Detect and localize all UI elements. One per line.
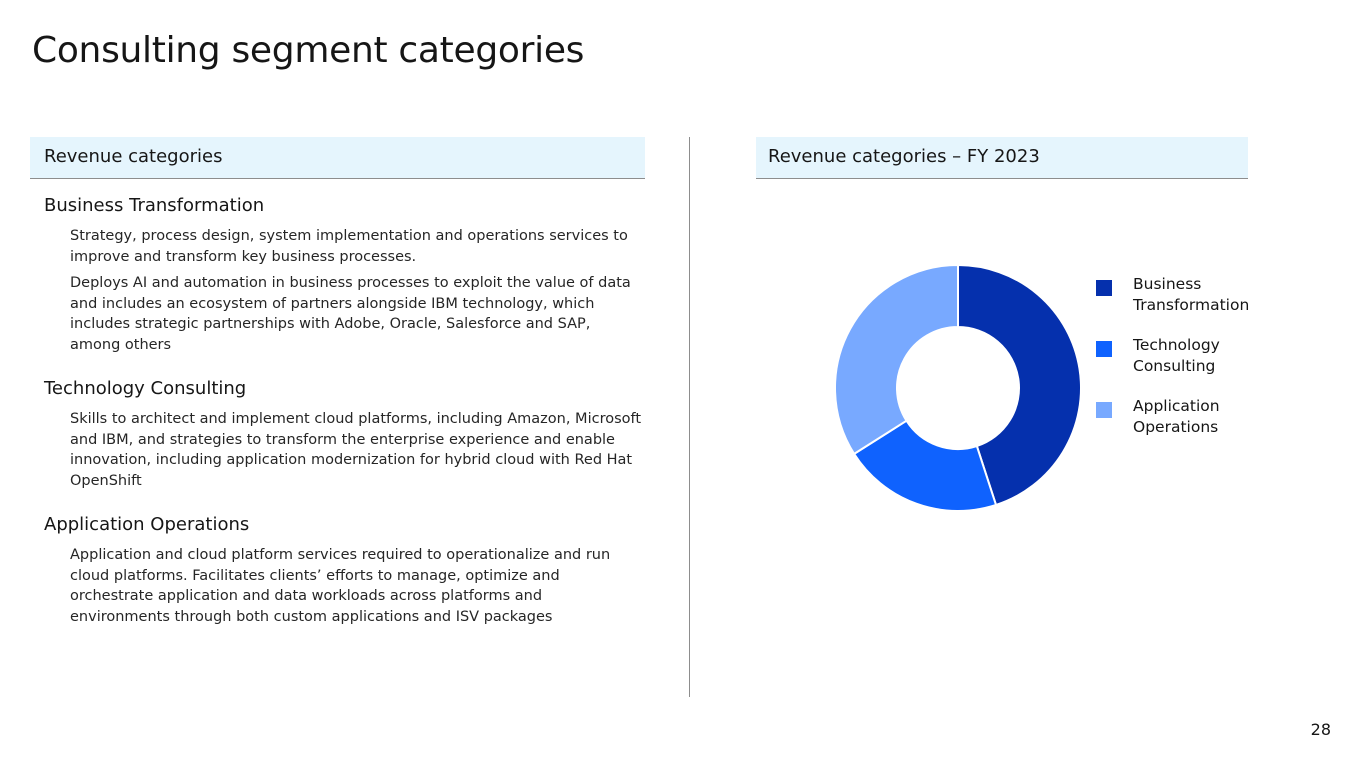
category-description: Application and cloud platform services … (70, 547, 611, 625)
revenue-chart-header: Revenue categories – FY 2023 (756, 137, 1248, 179)
legend-item-technology-consulting: Technology Consulting (1096, 335, 1356, 396)
category-title: Application Operations (44, 514, 250, 535)
legend-swatch (1096, 280, 1112, 296)
page-number: 28 (1310, 720, 1331, 739)
category-description: Skills to architect and implement cloud … (70, 411, 642, 489)
legend-label: Technology Consulting (1133, 336, 1220, 375)
categories-list: Business Transformation Strategy, proces… (44, 194, 644, 649)
donut-slice-business-transformation (957, 263, 1082, 507)
donut-chart-svg (834, 263, 1082, 512)
category-description: Deploys AI and automation in business pr… (70, 275, 631, 353)
legend-label: Business Transformation (1133, 275, 1250, 314)
category-technology-consulting: Technology Consulting Skills to architec… (44, 377, 644, 491)
category-description: Strategy, process design, system impleme… (70, 228, 628, 265)
category-title: Business Transformation (44, 195, 265, 216)
panel-divider (689, 137, 690, 697)
donut-slice-application-operations (834, 263, 959, 456)
category-title: Technology Consulting (44, 378, 247, 399)
category-application-operations: Application Operations Application and c… (44, 513, 644, 627)
chart-legend: Business Transformation Technology Consu… (1096, 274, 1356, 457)
legend-item-application-operations: Application Operations (1096, 396, 1356, 457)
legend-swatch (1096, 402, 1112, 418)
donut-slice-technology-consulting (852, 419, 998, 512)
revenue-categories-header: Revenue categories (30, 137, 645, 179)
legend-item-business-transformation: Business Transformation (1096, 274, 1356, 335)
category-business-transformation: Business Transformation Strategy, proces… (44, 194, 644, 355)
legend-label: Application Operations (1133, 397, 1220, 436)
slide-title: Consulting segment categories (32, 30, 585, 71)
donut-chart (830, 260, 1086, 516)
legend-swatch (1096, 341, 1112, 357)
